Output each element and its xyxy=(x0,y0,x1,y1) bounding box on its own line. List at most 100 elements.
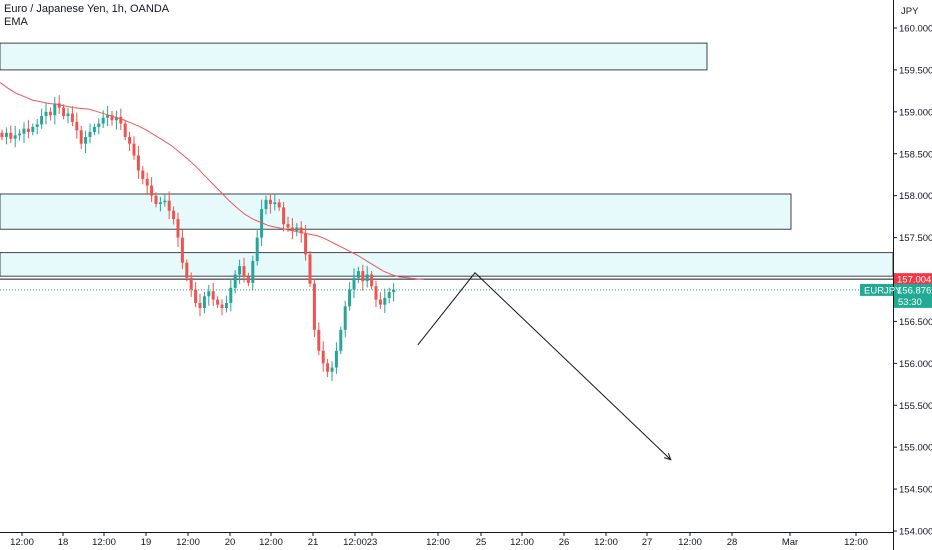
candle xyxy=(211,282,215,306)
candle xyxy=(330,361,334,382)
candle-body xyxy=(317,329,321,351)
time-tick-label: 12:00 xyxy=(10,537,34,548)
candle xyxy=(343,300,347,338)
candle xyxy=(185,259,189,282)
candle-body xyxy=(211,291,215,300)
candle-body xyxy=(246,276,250,283)
zone-0 xyxy=(0,42,708,71)
candle-body xyxy=(70,113,74,122)
indicator-label[interactable]: EMA xyxy=(4,16,28,28)
candle-body xyxy=(348,289,352,307)
candle xyxy=(312,278,316,338)
candle-body xyxy=(48,111,52,116)
price-tick-label: 158.500 xyxy=(899,149,932,160)
symbol-tag xyxy=(860,283,893,296)
candle-body xyxy=(145,178,149,186)
candle xyxy=(110,110,114,126)
candle-body xyxy=(264,199,268,210)
candle-body xyxy=(13,135,17,139)
price-axis[interactable]: 160.000 159.500 159.000 158.500 158.000 157.5… xyxy=(893,24,932,538)
candle xyxy=(383,288,387,314)
candle xyxy=(308,250,312,288)
candle-body xyxy=(361,271,365,282)
candle xyxy=(48,107,52,121)
candle xyxy=(370,271,374,290)
candle xyxy=(176,212,180,247)
zone-1 xyxy=(0,193,792,230)
candle-body xyxy=(326,363,330,372)
candle-body xyxy=(304,233,308,255)
candle-body xyxy=(141,170,145,179)
candle xyxy=(128,131,132,152)
price-tick-label: 155.500 xyxy=(899,401,932,412)
candle-body xyxy=(290,227,294,231)
candle-body xyxy=(378,299,382,305)
candle xyxy=(356,266,360,284)
candle xyxy=(282,202,286,232)
candle xyxy=(255,230,259,266)
candle xyxy=(18,129,22,141)
candle xyxy=(194,282,198,308)
candle-body xyxy=(123,123,127,137)
time-tick-label: 12:00 xyxy=(510,537,534,548)
candle-body xyxy=(374,286,378,300)
candle-body xyxy=(0,132,4,137)
candle xyxy=(304,225,308,261)
candle-body xyxy=(286,224,290,228)
price-tick-label: 154.500 xyxy=(899,485,932,496)
candle xyxy=(70,106,74,127)
candle-body xyxy=(268,199,272,205)
candle xyxy=(13,125,17,148)
countdown-text: 53:30 xyxy=(898,297,922,308)
candle-body xyxy=(330,367,334,372)
candle xyxy=(0,129,4,141)
candle xyxy=(348,282,352,311)
price-line-tag-text: 157.004 xyxy=(897,275,931,286)
candle xyxy=(326,358,330,378)
candle xyxy=(189,272,193,297)
candle xyxy=(53,97,57,125)
candle-body xyxy=(295,227,299,231)
candle-body xyxy=(189,277,193,290)
candle-body xyxy=(31,126,35,132)
candle xyxy=(44,102,48,125)
candle xyxy=(84,130,88,154)
candle xyxy=(88,123,92,144)
zone-2 xyxy=(0,252,894,277)
candle-body xyxy=(22,128,26,134)
time-tick-label: 12:00 xyxy=(176,537,200,548)
candle-body xyxy=(172,210,176,220)
time-tick-label: 18 xyxy=(58,537,69,548)
candle-body xyxy=(387,292,391,298)
candle xyxy=(216,296,220,309)
candle-body xyxy=(106,115,110,118)
candle xyxy=(273,193,277,211)
candle-body xyxy=(334,350,338,368)
candle xyxy=(22,122,26,144)
candle xyxy=(299,221,303,243)
time-axis[interactable]: 12:00 18 12:00 19 12:00 20 12:00 21 12:00 23 12:00… xyxy=(10,532,868,548)
candle-body xyxy=(44,111,48,117)
candles xyxy=(0,95,396,382)
candle-body xyxy=(251,261,255,283)
candle-body xyxy=(40,116,44,125)
candle-body xyxy=(92,126,96,132)
time-tick-label: 12:00 xyxy=(426,537,450,548)
horizontal-lines xyxy=(0,278,893,291)
candle-body xyxy=(75,121,79,131)
candle xyxy=(392,283,396,302)
candle xyxy=(264,195,268,215)
candle-body xyxy=(79,130,83,144)
candle-body xyxy=(207,291,211,297)
candle-body xyxy=(352,277,356,290)
candle xyxy=(220,299,224,316)
candle xyxy=(123,120,127,141)
candle-body xyxy=(202,296,206,309)
candle-body xyxy=(9,132,13,139)
candle xyxy=(75,112,79,139)
candle-body xyxy=(167,200,171,211)
candle-body xyxy=(163,200,167,203)
time-tick-label: 27 xyxy=(642,537,653,548)
candle-body xyxy=(158,202,162,205)
